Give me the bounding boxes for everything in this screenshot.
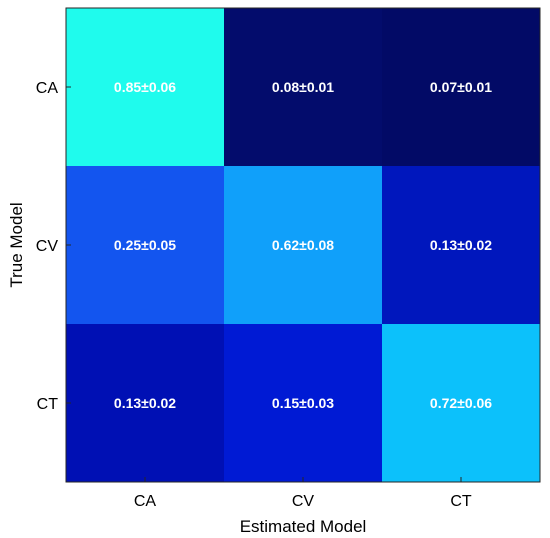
heatmap-cell-cv-ct xyxy=(382,166,541,325)
x-tick-label: CT xyxy=(450,493,472,510)
cell-value-label: 0.72±0.06 xyxy=(430,395,492,411)
y-axis-label: True Model xyxy=(7,202,26,287)
cell-value-label: 0.62±0.08 xyxy=(272,237,334,253)
heatmap-cell-ca-ca xyxy=(66,8,225,167)
heatmap-cell-cv-ca xyxy=(66,166,225,325)
heatmap-cells xyxy=(66,8,541,483)
heatmap-cell-ct-ct xyxy=(382,324,541,483)
y-tick-label: CT xyxy=(37,396,59,413)
heatmap-cell-cv-cv xyxy=(224,166,383,325)
heatmap-cell-ca-cv xyxy=(224,8,383,167)
cell-value-label: 0.08±0.01 xyxy=(272,79,334,95)
heatmap-cell-ct-cv xyxy=(224,324,383,483)
cell-value-label: 0.13±0.02 xyxy=(430,237,492,253)
y-axis-ticks: CA CV CT xyxy=(36,80,71,413)
cell-value-label: 0.15±0.03 xyxy=(272,395,334,411)
cell-value-label: 0.85±0.06 xyxy=(114,79,176,95)
y-tick-label: CV xyxy=(36,238,59,255)
cell-value-label: 0.25±0.05 xyxy=(114,237,176,253)
x-tick-label: CV xyxy=(292,493,315,510)
cell-value-labels: 0.85±0.06 0.08±0.01 0.07±0.01 0.25±0.05 0.62… xyxy=(114,79,492,411)
y-tick-label: CA xyxy=(36,80,59,97)
x-tick-label: CA xyxy=(134,493,157,510)
x-axis-label: Estimated Model xyxy=(240,517,367,536)
heatmap-cell-ct-ca xyxy=(66,324,225,483)
cell-value-label: 0.07±0.01 xyxy=(430,79,492,95)
x-axis-ticks: CA CV CT xyxy=(134,477,472,510)
cell-value-label: 0.13±0.02 xyxy=(114,395,176,411)
heatmap-cell-ca-ct xyxy=(382,8,541,167)
